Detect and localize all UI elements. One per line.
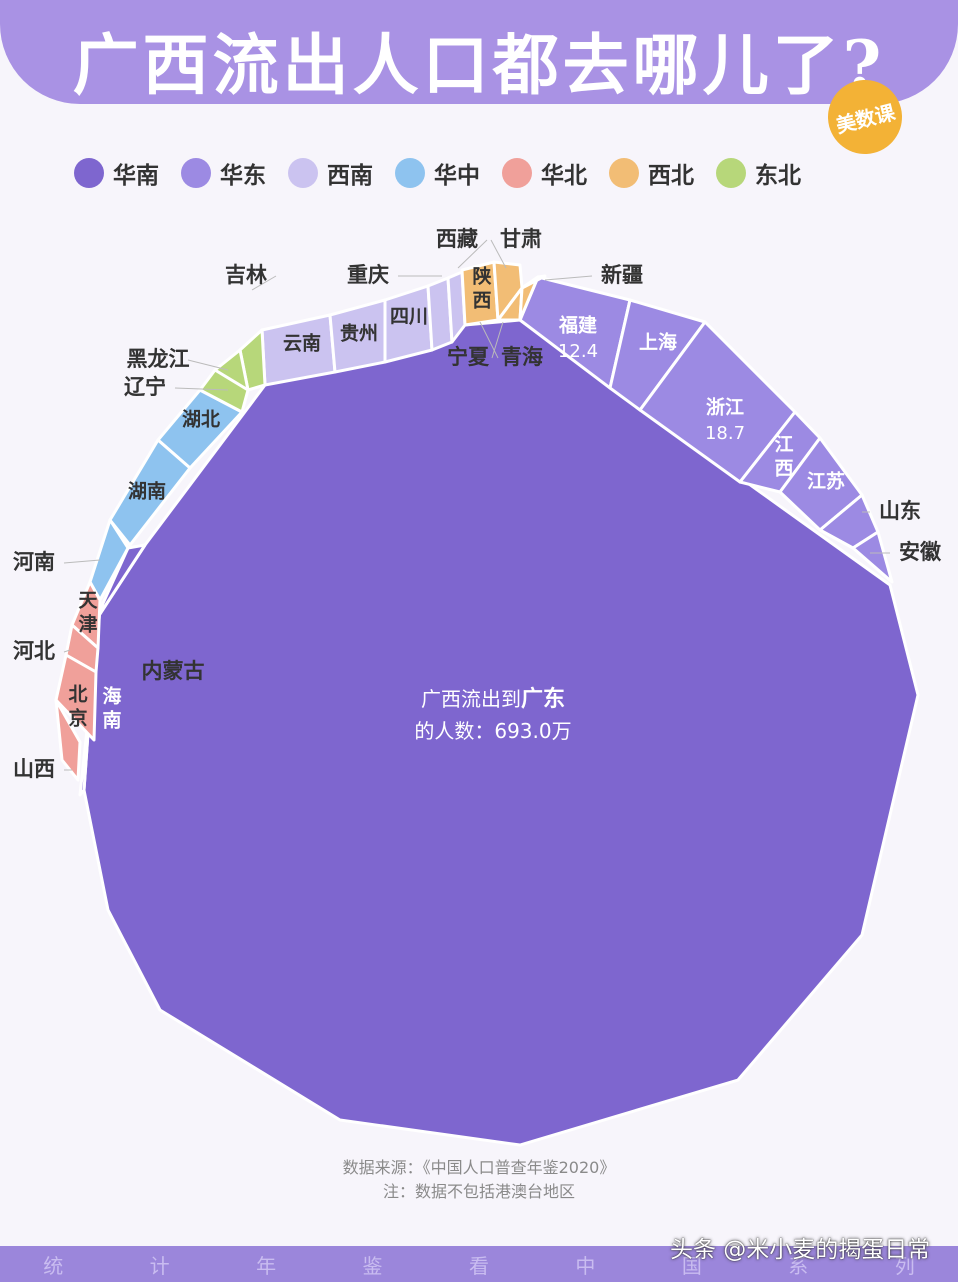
region-label: 四川 [390, 306, 428, 328]
footer-word: 看 [468, 1253, 489, 1278]
chart-title: 广西流出人口都去哪儿了? [72, 26, 886, 104]
region-label-char: 南 [102, 710, 121, 732]
legend-item: 华南 [74, 156, 159, 190]
legend-label: 西南 [327, 163, 373, 189]
region-cell [198, 368, 250, 414]
leader-line [63, 649, 71, 653]
region-label: 内蒙古 [142, 659, 205, 683]
region-label: 浙江 [706, 396, 744, 419]
legend-swatch [716, 158, 746, 188]
legend-label: 华北 [541, 163, 587, 189]
region-cell [54, 698, 82, 782]
region-label: 吉林 [225, 263, 267, 287]
legend-item: 东北 [716, 156, 801, 190]
region-label: 湖南 [128, 481, 166, 503]
main-annotation-region: 广东 [521, 686, 565, 712]
note-text: 注：数据不包括港澳台地区 [382, 1182, 575, 1201]
watermark: 头条 @米小麦的揭蛋日常 [670, 1237, 931, 1263]
region-label-char: 津 [78, 613, 97, 636]
region-cell [54, 653, 98, 742]
region-label: 河南 [13, 550, 55, 574]
leader-line [457, 239, 488, 269]
region-label: 甘肃 [500, 227, 542, 251]
region-label: 湖北 [182, 409, 220, 431]
legend-swatch [395, 158, 425, 188]
main-annotation-line2: 的人数：693.0万 [414, 719, 571, 743]
legend-item: 西北 [609, 156, 694, 190]
legend-swatch [609, 158, 639, 188]
region-cell [520, 274, 547, 290]
region-label-char: 天 [78, 590, 98, 612]
region-label-char: 京 [68, 707, 87, 730]
region-label: 山东 [879, 499, 921, 523]
region-cell [108, 438, 192, 547]
legend-label: 东北 [755, 163, 801, 189]
footer-series: 统计年鉴看中国系列 [0, 1246, 958, 1282]
legend-swatch [502, 158, 532, 188]
legend: 华南 华东 西南 华中 华北 西北 东北 [74, 156, 801, 190]
footer-word: 系 [788, 1253, 809, 1278]
leader-line [479, 321, 499, 359]
region-label: 上海 [639, 331, 677, 354]
leader-line [174, 387, 229, 391]
legend-label: 西北 [648, 163, 694, 189]
leader-line [63, 559, 101, 564]
legend-item: 华北 [502, 156, 587, 190]
region-label-char: 北 [68, 684, 87, 706]
region-label: 辽宁 [124, 375, 166, 399]
region-label: 河北 [13, 639, 55, 663]
region-label: 重庆 [347, 263, 389, 287]
region-label: 青海 [501, 345, 543, 369]
legend-label: 华中 [434, 163, 480, 189]
region-cell [851, 530, 894, 584]
region-label: 安徽 [899, 540, 942, 564]
footer-word: 鉴 [362, 1253, 383, 1278]
region-label-char: 西 [774, 458, 793, 480]
legend-swatch [181, 158, 211, 188]
legend-swatch [288, 158, 318, 188]
legend-item: 华中 [395, 156, 480, 190]
footer-word: 国 [681, 1253, 702, 1278]
legend-item: 华东 [181, 156, 266, 190]
legend-label: 华南 [113, 163, 159, 189]
region-label: 新疆 [601, 263, 643, 287]
region-label: 贵州 [340, 323, 378, 345]
region-label-char: 江 [774, 434, 793, 456]
legend-item: 西南 [288, 156, 373, 190]
source-text: 数据来源：《中国人口普查年鉴2020》 [342, 1158, 616, 1177]
region-label-char: 陕 [472, 265, 491, 288]
main-annotation-line1: 广西流出到广东 [421, 686, 565, 712]
region-label: 江苏 [807, 470, 845, 493]
region-label: 宁夏 [447, 345, 490, 369]
region-label: 黑龙江 [127, 347, 190, 371]
region-label: 云南 [283, 333, 321, 355]
region-value: 12.4 [558, 341, 598, 362]
region-label: 福建 [558, 314, 597, 337]
region-value: 18.7 [705, 423, 745, 444]
footer-bar: 统计年鉴看中国系列 [0, 1246, 958, 1282]
title-banner [0, 0, 958, 104]
region-label: 西藏 [436, 227, 478, 251]
region-label-char: 海 [102, 685, 121, 708]
footer-word: 年 [256, 1253, 277, 1278]
leader-line [491, 321, 504, 359]
leader-line [544, 275, 593, 281]
legend-label: 华东 [220, 163, 266, 189]
leader-line [187, 359, 229, 371]
region-label-char: 西 [472, 290, 491, 312]
footer-word: 统 [43, 1253, 64, 1278]
footer-word: 中 [575, 1253, 596, 1278]
leader-line [251, 275, 277, 291]
leader-line [490, 239, 507, 269]
main-annotation-prefix: 广西流出到 [421, 687, 521, 711]
legend-swatch [74, 158, 104, 188]
footer-word: 计 [149, 1253, 170, 1278]
region-label: 山西 [13, 757, 55, 781]
footer-word: 列 [894, 1253, 915, 1278]
